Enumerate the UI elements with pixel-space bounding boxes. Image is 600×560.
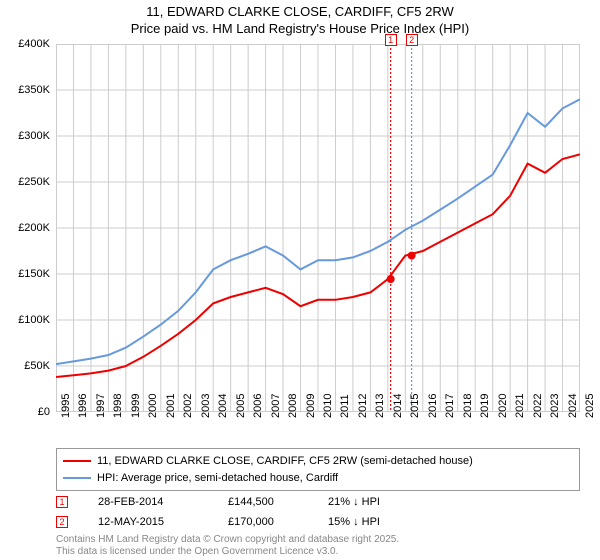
sale-index-box: 1	[56, 496, 68, 508]
x-tick-label: 2012	[357, 394, 369, 418]
x-tick-label: 2014	[392, 394, 404, 418]
x-tick-label: 1995	[60, 394, 72, 418]
x-tick-label: 1998	[112, 394, 124, 418]
x-tick-label: 2008	[287, 394, 299, 418]
footer-line-1: Contains HM Land Registry data © Crown c…	[56, 534, 580, 546]
y-tick-label: £350K	[10, 84, 50, 96]
sale-data-rows: 1 28-FEB-2014 £144,500 21% ↓ HPI 2 12-MA…	[56, 492, 580, 532]
title-line-2: Price paid vs. HM Land Registry's House …	[0, 21, 600, 38]
x-tick-label: 1997	[95, 394, 107, 418]
sale-pct: 15% ↓ HPI	[328, 516, 448, 528]
sale-price: £170,000	[228, 516, 318, 528]
y-tick-label: £200K	[10, 222, 50, 234]
chart-title: 11, EDWARD CLARKE CLOSE, CARDIFF, CF5 2R…	[0, 4, 600, 38]
sale-row: 1 28-FEB-2014 £144,500 21% ↓ HPI	[56, 492, 580, 512]
legend-swatch	[63, 460, 91, 462]
sale-index-box: 2	[56, 516, 68, 528]
sale-marker-box: 1	[385, 34, 397, 46]
legend-row: 11, EDWARD CLARKE CLOSE, CARDIFF, CF5 2R…	[63, 453, 573, 470]
y-tick-label: £50K	[10, 360, 50, 372]
legend-label: 11, EDWARD CLARKE CLOSE, CARDIFF, CF5 2R…	[97, 453, 473, 470]
x-tick-label: 2022	[532, 394, 544, 418]
y-tick-label: £300K	[10, 130, 50, 142]
x-tick-label: 2005	[235, 394, 247, 418]
x-tick-label: 2004	[217, 394, 229, 418]
x-tick-label: 2024	[567, 394, 579, 418]
y-tick-label: £150K	[10, 268, 50, 280]
x-tick-label: 2001	[165, 394, 177, 418]
x-tick-label: 2013	[374, 394, 386, 418]
x-tick-label: 1996	[77, 394, 89, 418]
x-tick-label: 2017	[444, 394, 456, 418]
chart-area: £0£50K£100K£150K£200K£250K£300K£350K£400…	[56, 44, 580, 412]
x-tick-label: 2006	[252, 394, 264, 418]
title-line-1: 11, EDWARD CLARKE CLOSE, CARDIFF, CF5 2R…	[0, 4, 600, 21]
x-tick-label: 2002	[182, 394, 194, 418]
x-tick-label: 2007	[270, 394, 282, 418]
x-tick-label: 2011	[339, 394, 351, 418]
sale-row: 2 12-MAY-2015 £170,000 15% ↓ HPI	[56, 512, 580, 532]
sale-pct: 21% ↓ HPI	[328, 496, 448, 508]
y-tick-label: £100K	[10, 314, 50, 326]
sale-date: 28-FEB-2014	[98, 496, 218, 508]
x-tick-label: 2015	[409, 394, 421, 418]
sale-marker-box: 2	[406, 34, 418, 46]
y-tick-label: £400K	[10, 38, 50, 50]
x-tick-label: 2003	[200, 394, 212, 418]
y-tick-label: £250K	[10, 176, 50, 188]
x-tick-label: 1999	[130, 394, 142, 418]
footer-line-2: This data is licensed under the Open Gov…	[56, 546, 580, 558]
x-tick-label: 2009	[305, 394, 317, 418]
x-tick-label: 2018	[462, 394, 474, 418]
sale-date: 12-MAY-2015	[98, 516, 218, 528]
sale-price: £144,500	[228, 496, 318, 508]
legend: 11, EDWARD CLARKE CLOSE, CARDIFF, CF5 2R…	[56, 448, 580, 491]
x-tick-label: 2025	[584, 394, 596, 418]
x-tick-label: 2010	[322, 394, 334, 418]
x-tick-label: 2021	[514, 394, 526, 418]
y-tick-label: £0	[10, 406, 50, 418]
x-tick-label: 2019	[479, 394, 491, 418]
x-tick-label: 2020	[497, 394, 509, 418]
legend-row: HPI: Average price, semi-detached house,…	[63, 470, 573, 487]
legend-label: HPI: Average price, semi-detached house,…	[97, 470, 338, 487]
chart-svg	[56, 44, 580, 412]
x-tick-label: 2016	[427, 394, 439, 418]
footer-attribution: Contains HM Land Registry data © Crown c…	[56, 534, 580, 558]
x-tick-label: 2023	[549, 394, 561, 418]
x-tick-label: 2000	[147, 394, 159, 418]
legend-swatch	[63, 477, 91, 479]
